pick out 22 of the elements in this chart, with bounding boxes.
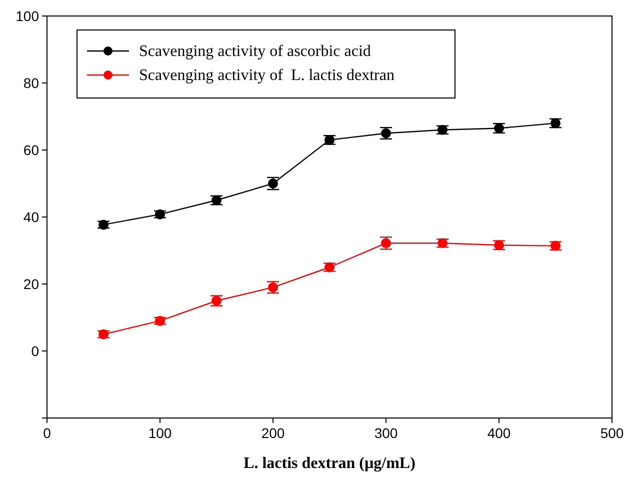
x-tick-label: 0 bbox=[43, 425, 52, 441]
x-tick-label: 200 bbox=[261, 425, 285, 441]
point bbox=[550, 240, 560, 251]
x-tick-label: 400 bbox=[487, 425, 511, 441]
point bbox=[155, 209, 165, 220]
legend-label: Scavenging activity of L. lactis dextran bbox=[139, 67, 394, 84]
point bbox=[438, 238, 448, 248]
legend-label: Scavenging activity of ascorbic acid bbox=[139, 43, 371, 60]
y-tick-label: 20 bbox=[23, 276, 40, 292]
y-tick-label: 80 bbox=[23, 75, 40, 91]
point bbox=[98, 220, 108, 230]
x-axis-title: L. lactis dextran (µg/mL) bbox=[244, 455, 416, 472]
point bbox=[98, 329, 108, 340]
x-tick-label: 300 bbox=[374, 425, 398, 441]
point bbox=[155, 316, 165, 326]
y-tick-label: 40 bbox=[23, 209, 40, 225]
y-tick-label: 0 bbox=[31, 343, 40, 359]
y-tick-label: 100 bbox=[16, 8, 40, 24]
x-tick-label: 500 bbox=[600, 425, 624, 441]
x-tick-label: 100 bbox=[148, 425, 172, 441]
y-tick-label: 60 bbox=[23, 142, 40, 158]
point bbox=[324, 262, 334, 272]
